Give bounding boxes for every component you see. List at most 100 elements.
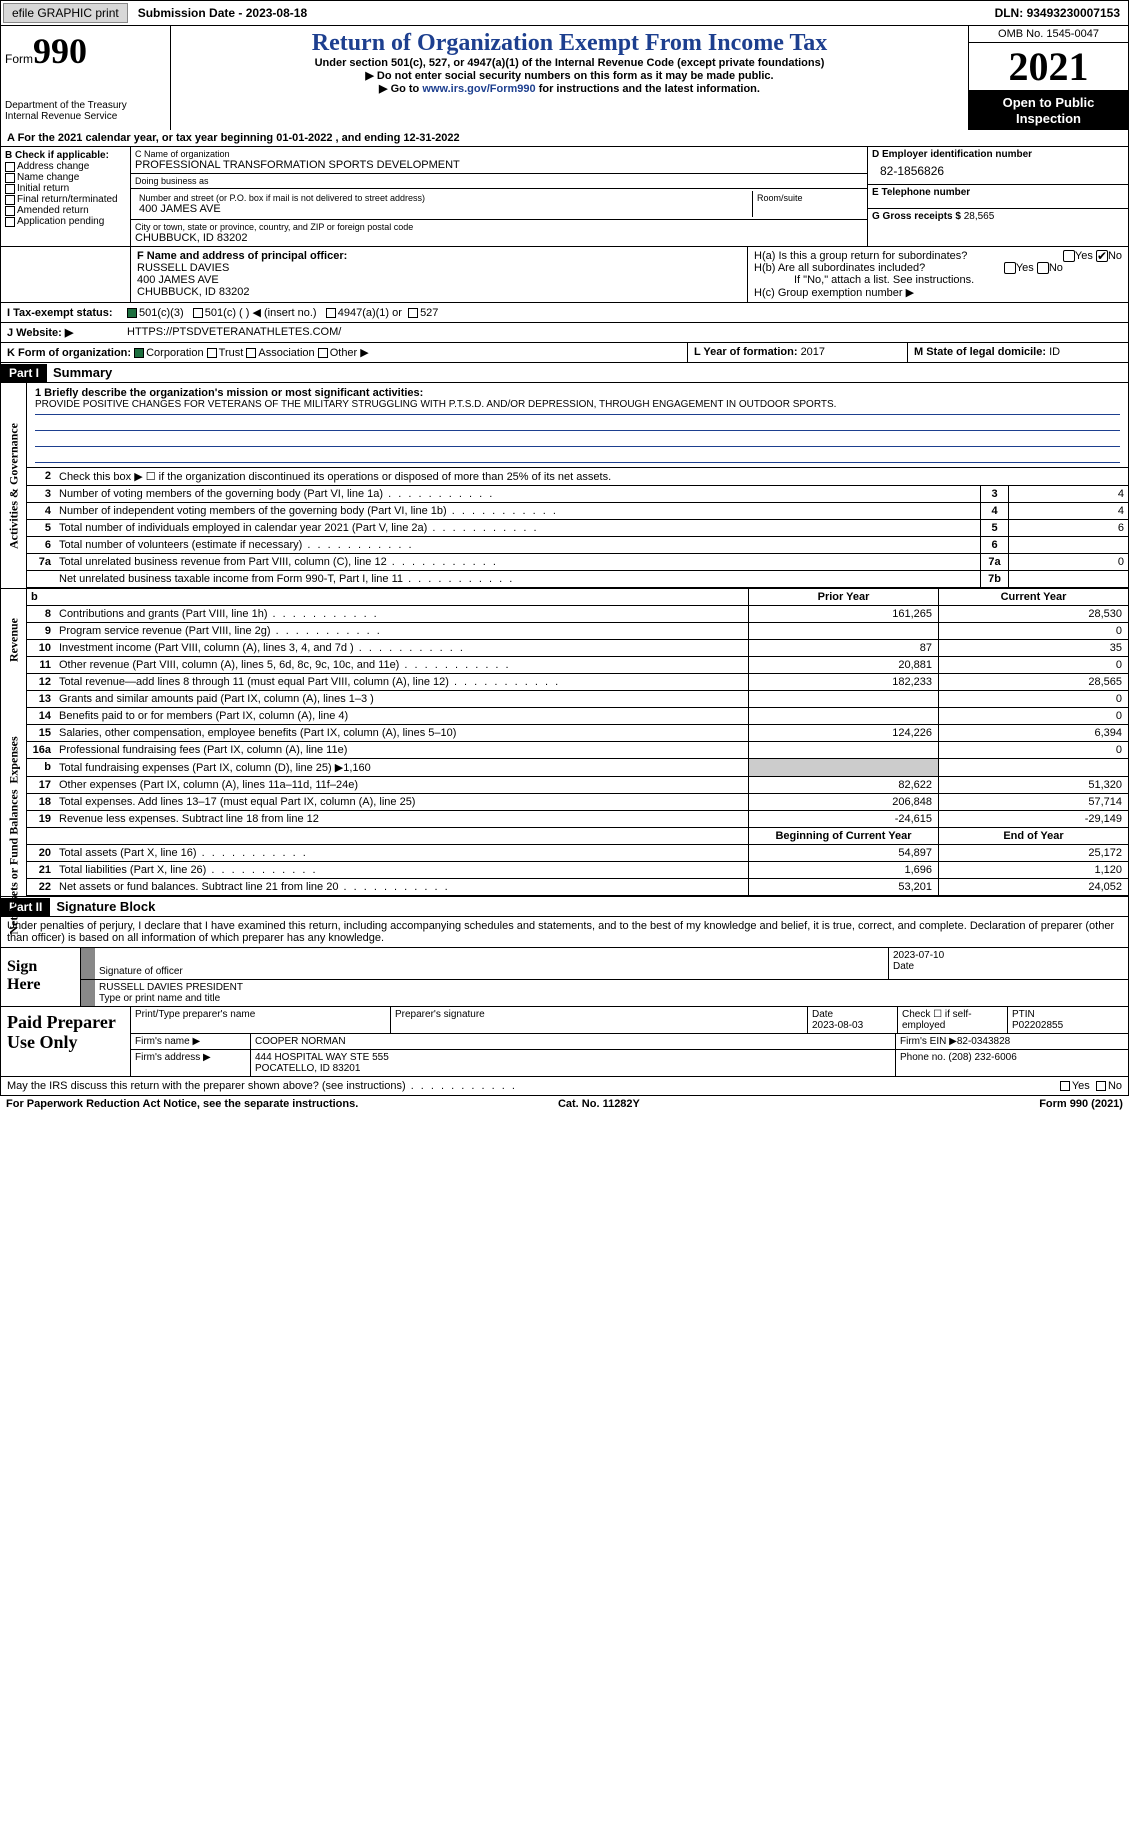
col-d-ein: D Employer identification number82-18568… xyxy=(868,147,1128,246)
checkbox-icon[interactable] xyxy=(1096,1081,1106,1091)
dept-label: Department of the Treasury Internal Reve… xyxy=(5,100,166,122)
table-row: 4Number of independent voting members of… xyxy=(27,503,1128,520)
expenses-section: Expenses 13Grants and similar amounts pa… xyxy=(0,691,1129,828)
website-url: HTTPS://PTSDVETERANATHLETES.COM/ xyxy=(127,326,341,339)
checkbox-icon[interactable] xyxy=(1063,250,1075,262)
col-c-identity: C Name of organizationPROFESSIONAL TRANS… xyxy=(131,147,868,246)
table-row: 11Other revenue (Part VIII, column (A), … xyxy=(27,657,1128,674)
table-row: 9Program service revenue (Part VIII, lin… xyxy=(27,623,1128,640)
checkbox-icon[interactable] xyxy=(1096,250,1108,262)
dln: DLN: 93493230007153 xyxy=(987,4,1128,22)
checkbox-icon[interactable] xyxy=(1060,1081,1070,1091)
net-assets-section: Net Assets or Fund Balances Beginning of… xyxy=(0,828,1129,897)
form-title: Return of Organization Exempt From Incom… xyxy=(177,30,962,57)
perjury-statement: Under penalties of perjury, I declare th… xyxy=(0,917,1129,948)
table-row: 22Net assets or fund balances. Subtract … xyxy=(27,879,1128,896)
arrow-icon xyxy=(81,980,95,1006)
table-row: 6Total number of volunteers (estimate if… xyxy=(27,537,1128,554)
table-row: 21Total liabilities (Part X, line 26)1,6… xyxy=(27,862,1128,879)
officer-name: RUSSELL DAVIES xyxy=(137,262,741,274)
revenue-section: Revenue bPrior YearCurrent Year 8Contrib… xyxy=(0,588,1129,691)
efile-print-button[interactable]: efile GRAPHIC print xyxy=(3,3,128,23)
table-row: 17Other expenses (Part IX, column (A), l… xyxy=(27,777,1128,794)
tax-year: 2021 xyxy=(969,43,1128,91)
checkbox-icon[interactable] xyxy=(1037,262,1049,274)
ein: 82-1856826 xyxy=(872,160,1124,182)
org-form-row: K Form of organization: Corporation Trus… xyxy=(0,343,1129,363)
checkbox-icon[interactable] xyxy=(193,308,203,318)
checkbox-icon[interactable] xyxy=(318,348,328,358)
discuss-with-preparer: May the IRS discuss this return with the… xyxy=(0,1077,1129,1096)
year-of-formation: 2017 xyxy=(801,346,825,358)
omb-number: OMB No. 1545-0047 xyxy=(969,26,1128,43)
mission-block: 1 Briefly describe the organization's mi… xyxy=(27,383,1128,468)
checkbox-icon[interactable] xyxy=(207,348,217,358)
checkbox-icon[interactable] xyxy=(5,206,15,216)
irs-link[interactable]: www.irs.gov/Form990 xyxy=(422,83,535,95)
table-row: 13Grants and similar amounts paid (Part … xyxy=(27,691,1128,708)
firm-phone: (208) 232-6006 xyxy=(948,1052,1016,1063)
part-ii-header: Part II Signature Block xyxy=(0,897,1129,917)
table-row: 12Total revenue—add lines 8 through 11 (… xyxy=(27,674,1128,691)
table-row: 3Number of voting members of the governi… xyxy=(27,486,1128,503)
checkbox-icon[interactable] xyxy=(5,195,15,205)
table-row: 19Revenue less expenses. Subtract line 1… xyxy=(27,811,1128,828)
open-to-public: Open to Public Inspection xyxy=(969,91,1128,130)
vertical-tab-label: Expenses xyxy=(6,736,21,783)
table-row: 16aProfessional fundraising fees (Part I… xyxy=(27,742,1128,759)
officer-name-title: RUSSELL DAVIES PRESIDENT xyxy=(99,982,1124,993)
table-row: 5Total number of individuals employed in… xyxy=(27,520,1128,537)
col-b-checkboxes: B Check if applicable: Address change Na… xyxy=(1,147,131,246)
vertical-tab-label: Activities & Governance xyxy=(6,423,21,549)
page-footer: For Paperwork Reduction Act Notice, see … xyxy=(0,1096,1129,1112)
table-row: bTotal fundraising expenses (Part IX, co… xyxy=(27,759,1128,777)
checkbox-icon[interactable] xyxy=(5,184,15,194)
ptin: P02202855 xyxy=(1012,1020,1063,1031)
checkbox-icon[interactable] xyxy=(134,348,144,358)
submission-date: Submission Date - 2023-08-18 xyxy=(130,4,315,22)
firm-name: COOPER NORMAN xyxy=(251,1034,896,1049)
checkbox-icon[interactable] xyxy=(1004,262,1016,274)
table-row: 7aTotal unrelated business revenue from … xyxy=(27,554,1128,571)
vertical-tab-label: Net Assets or Fund Balances xyxy=(6,790,21,935)
activities-governance: Activities & Governance 1 Briefly descri… xyxy=(0,383,1129,588)
checkbox-icon[interactable] xyxy=(408,308,418,318)
state-domicile: ID xyxy=(1049,346,1060,358)
checkbox-icon[interactable] xyxy=(5,162,15,172)
form-header: Form990 Department of the Treasury Inter… xyxy=(0,26,1129,130)
table-row: 20Total assets (Part X, line 16)54,89725… xyxy=(27,845,1128,862)
vertical-tab-label: Revenue xyxy=(6,618,21,662)
line-a: A For the 2021 calendar year, or tax yea… xyxy=(0,130,1129,147)
checkbox-icon[interactable] xyxy=(5,217,15,227)
street-address: 400 JAMES AVE xyxy=(139,203,748,215)
checkbox-icon[interactable] xyxy=(326,308,336,318)
topbar: efile GRAPHIC print Submission Date - 20… xyxy=(0,0,1129,26)
checkbox-icon[interactable] xyxy=(5,173,15,183)
year-box: OMB No. 1545-0047 2021 Open to Public In… xyxy=(968,26,1128,130)
signature-date: 2023-07-10 xyxy=(893,950,1124,961)
table-row: 18Total expenses. Add lines 13–17 (must … xyxy=(27,794,1128,811)
checkbox-icon[interactable] xyxy=(246,348,256,358)
part-i-header: Part I Summary xyxy=(0,363,1129,383)
sign-here-block: Sign Here Signature of officer 2023-07-1… xyxy=(0,948,1129,1007)
table-row: 8Contributions and grants (Part VIII, li… xyxy=(27,606,1128,623)
checkbox-icon[interactable] xyxy=(127,308,137,318)
mission-text: PROVIDE POSITIVE CHANGES FOR VETERANS OF… xyxy=(35,399,1120,415)
table-row: Net unrelated business taxable income fr… xyxy=(27,571,1128,588)
tax-exempt-status: I Tax-exempt status: 501(c)(3) 501(c) ( … xyxy=(0,303,1129,323)
officer-group-block: F Name and address of principal officer:… xyxy=(0,247,1129,303)
form-title-box: Return of Organization Exempt From Incom… xyxy=(171,26,968,130)
arrow-icon xyxy=(81,948,95,979)
website-row: J Website: ▶ HTTPS://PTSDVETERANATHLETES… xyxy=(0,323,1129,343)
form-id-box: Form990 Department of the Treasury Inter… xyxy=(1,26,171,130)
table-row: 15Salaries, other compensation, employee… xyxy=(27,725,1128,742)
entity-block: B Check if applicable: Address change Na… xyxy=(0,147,1129,247)
table-row: 14Benefits paid to or for members (Part … xyxy=(27,708,1128,725)
gross-receipts: 28,565 xyxy=(964,211,995,222)
table-row: 10Investment income (Part VIII, column (… xyxy=(27,640,1128,657)
firm-address: 444 HOSPITAL WAY STE 555 xyxy=(255,1052,891,1063)
paid-preparer-block: Paid Preparer Use Only Print/Type prepar… xyxy=(0,1007,1129,1077)
firm-ein: 82-0343828 xyxy=(957,1036,1010,1047)
preparer-date: 2023-08-03 xyxy=(812,1020,863,1031)
org-name: PROFESSIONAL TRANSFORMATION SPORTS DEVEL… xyxy=(135,159,863,171)
